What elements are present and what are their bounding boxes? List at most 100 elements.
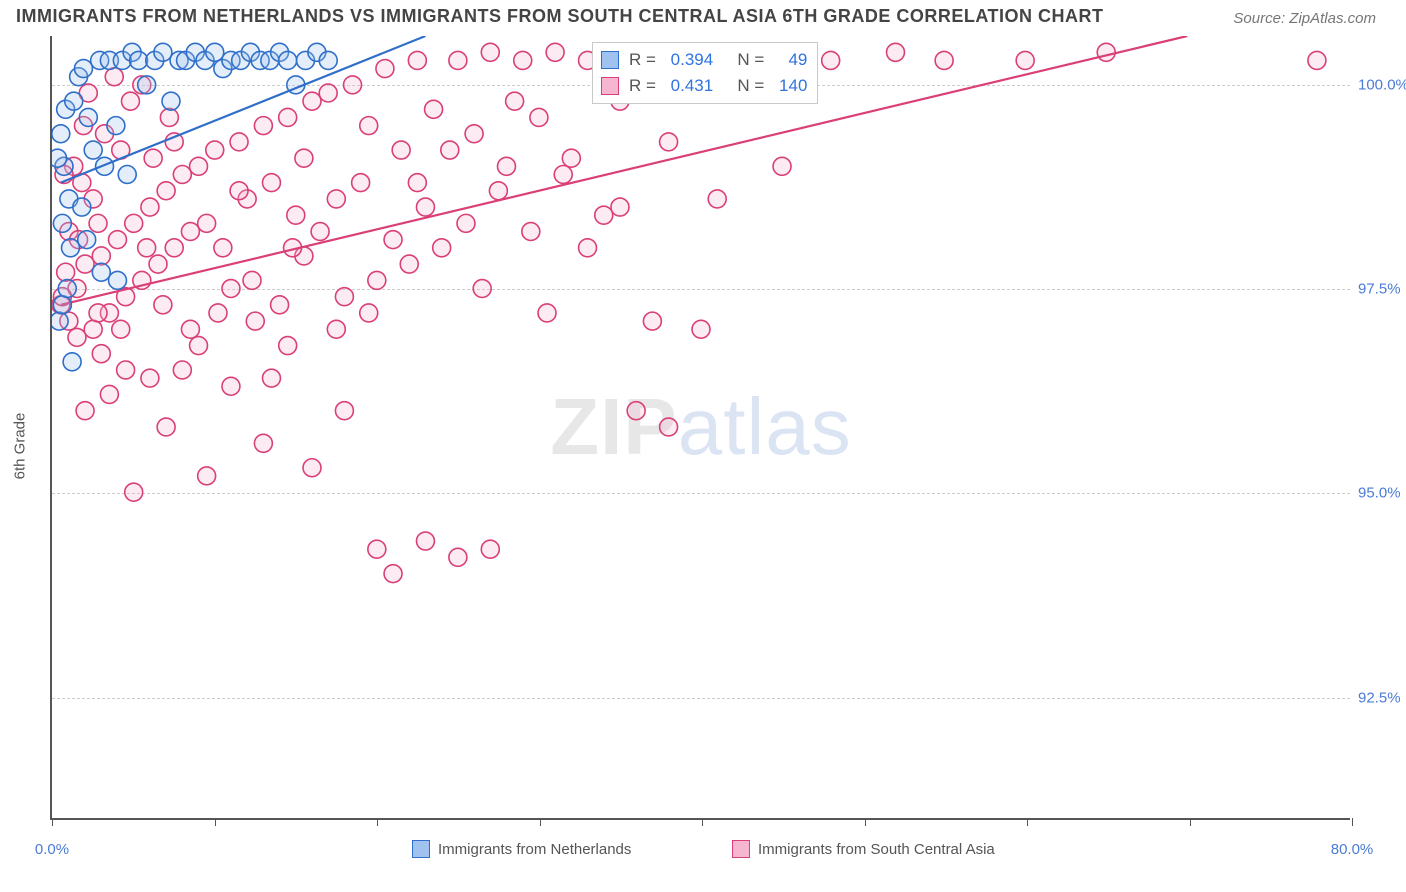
x-tick-label: 80.0% bbox=[1331, 841, 1374, 858]
data-point bbox=[660, 133, 678, 151]
data-point bbox=[303, 92, 321, 110]
data-point bbox=[319, 51, 337, 69]
legend-label-2: Immigrants from South Central Asia bbox=[758, 841, 995, 858]
data-point bbox=[481, 540, 499, 558]
swatch-series-1b bbox=[412, 840, 430, 858]
data-point bbox=[157, 418, 175, 436]
data-point bbox=[121, 92, 139, 110]
scatter-svg bbox=[52, 36, 1350, 818]
data-point bbox=[84, 320, 102, 338]
data-point bbox=[92, 247, 110, 265]
chart-title: IMMIGRANTS FROM NETHERLANDS VS IMMIGRANT… bbox=[16, 6, 1103, 27]
data-point bbox=[441, 141, 459, 159]
x-tick-mark bbox=[865, 818, 866, 826]
data-point bbox=[109, 271, 127, 289]
data-point bbox=[117, 361, 135, 379]
data-point bbox=[279, 51, 297, 69]
data-point bbox=[368, 271, 386, 289]
data-point bbox=[279, 337, 297, 355]
data-point bbox=[254, 117, 272, 135]
data-point bbox=[62, 239, 80, 257]
data-point bbox=[708, 190, 726, 208]
data-point bbox=[887, 43, 905, 61]
data-point bbox=[319, 84, 337, 102]
data-point bbox=[546, 43, 564, 61]
data-point bbox=[214, 239, 232, 257]
x-tick-mark bbox=[377, 818, 378, 826]
data-point bbox=[303, 459, 321, 477]
data-point bbox=[643, 312, 661, 330]
y-tick-label: 92.5% bbox=[1358, 689, 1406, 706]
y-tick-label: 95.0% bbox=[1358, 485, 1406, 502]
data-point bbox=[157, 182, 175, 200]
stats-row-2: R = 0.431 N = 140 bbox=[601, 73, 807, 99]
legend-series-1: Immigrants from Netherlands bbox=[412, 840, 631, 858]
data-point bbox=[198, 467, 216, 485]
data-point bbox=[222, 280, 240, 298]
data-point bbox=[58, 280, 76, 298]
data-point bbox=[611, 198, 629, 216]
y-tick-label: 97.5% bbox=[1358, 281, 1406, 298]
data-point bbox=[92, 263, 110, 281]
data-point bbox=[433, 239, 451, 257]
data-point bbox=[1097, 43, 1115, 61]
data-point bbox=[73, 198, 91, 216]
r-value-1: 0.394 bbox=[671, 47, 714, 73]
data-point bbox=[295, 149, 313, 167]
data-point bbox=[595, 206, 613, 224]
data-point bbox=[89, 214, 107, 232]
data-point bbox=[246, 312, 264, 330]
y-tick-label: 100.0% bbox=[1358, 77, 1406, 94]
data-point bbox=[408, 174, 426, 192]
data-point bbox=[449, 548, 467, 566]
swatch-series-2 bbox=[601, 77, 619, 95]
data-point bbox=[144, 149, 162, 167]
data-point bbox=[112, 320, 130, 338]
swatch-series-1 bbox=[601, 51, 619, 69]
data-point bbox=[125, 214, 143, 232]
data-point bbox=[118, 166, 136, 184]
data-point bbox=[254, 434, 272, 452]
data-point bbox=[498, 157, 516, 175]
data-point bbox=[481, 43, 499, 61]
data-point bbox=[162, 92, 180, 110]
plot-area: ZIPatlas 92.5%95.0%97.5%100.0% 0.0%80.0%… bbox=[50, 36, 1350, 820]
data-point bbox=[368, 540, 386, 558]
data-point bbox=[96, 157, 114, 175]
data-point bbox=[190, 337, 208, 355]
data-point bbox=[287, 206, 305, 224]
data-point bbox=[230, 133, 248, 151]
data-point bbox=[416, 532, 434, 550]
data-point bbox=[627, 402, 645, 420]
data-point bbox=[773, 157, 791, 175]
data-point bbox=[311, 223, 329, 241]
data-point bbox=[181, 223, 199, 241]
data-point bbox=[457, 214, 475, 232]
data-point bbox=[53, 214, 71, 232]
data-point bbox=[89, 304, 107, 322]
data-point bbox=[271, 296, 289, 314]
data-point bbox=[198, 214, 216, 232]
data-point bbox=[206, 141, 224, 159]
data-point bbox=[141, 369, 159, 387]
data-point bbox=[376, 60, 394, 78]
data-point bbox=[243, 271, 261, 289]
legend-series-2: Immigrants from South Central Asia bbox=[732, 840, 995, 858]
data-point bbox=[76, 255, 94, 273]
data-point bbox=[109, 231, 127, 249]
data-point bbox=[141, 198, 159, 216]
data-point bbox=[125, 483, 143, 501]
data-point bbox=[360, 117, 378, 135]
data-point bbox=[181, 320, 199, 338]
data-point bbox=[449, 51, 467, 69]
data-point bbox=[262, 369, 280, 387]
stats-legend: R = 0.394 N = 49 R = 0.431 N = 140 bbox=[592, 42, 818, 104]
data-point bbox=[154, 296, 172, 314]
n-value-1: 49 bbox=[779, 47, 807, 73]
data-point bbox=[222, 377, 240, 395]
data-point bbox=[579, 239, 597, 257]
x-tick-mark bbox=[540, 818, 541, 826]
data-point bbox=[165, 239, 183, 257]
data-point bbox=[522, 223, 540, 241]
data-point bbox=[63, 353, 81, 371]
